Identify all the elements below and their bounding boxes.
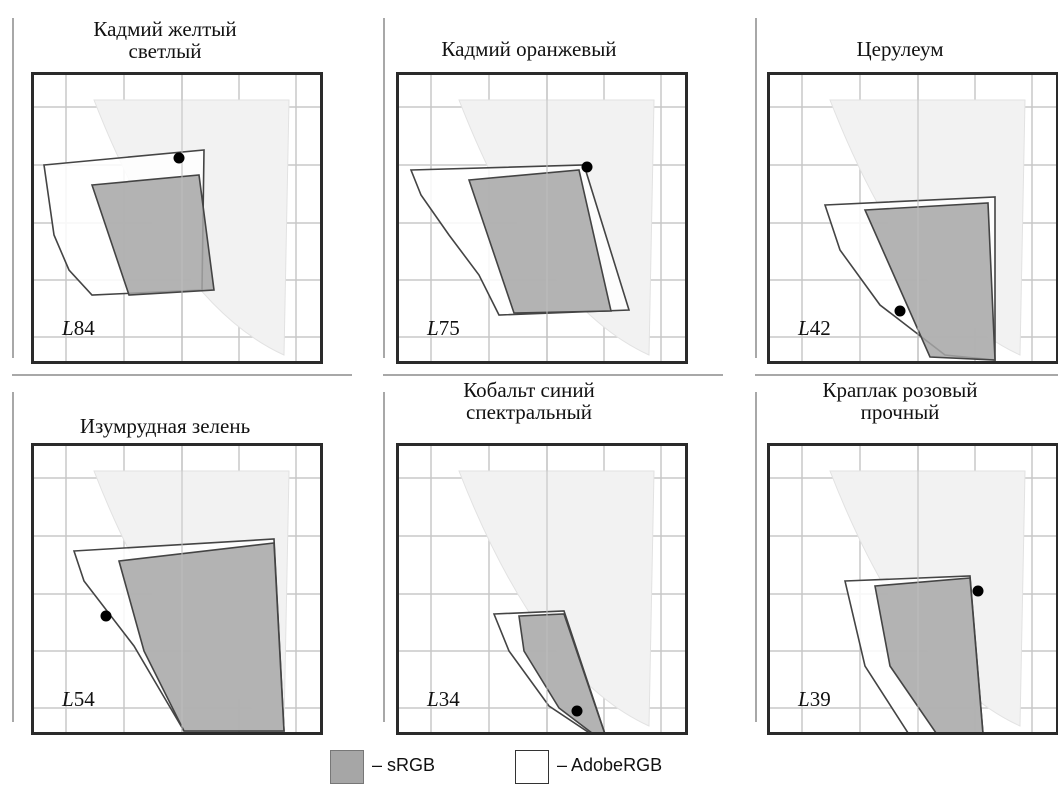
lum-letter: L <box>62 687 74 711</box>
panel-title: Кадмий желтый светлый <box>0 18 330 62</box>
lum-letter: L <box>62 316 74 340</box>
gamut-plot: L54 <box>31 443 323 735</box>
panel-title-line-2: прочный <box>860 400 940 424</box>
lum-letter: L <box>427 316 439 340</box>
gamut-plot: L34 <box>396 443 688 735</box>
panel-title-line-1: Церулеум <box>856 37 944 61</box>
luminance-label: L84 <box>62 317 95 339</box>
panel-cerulean: Церулеум L42 <box>735 0 1058 370</box>
gamut-svg <box>399 446 685 732</box>
divider-vertical <box>383 18 385 358</box>
pigment-point <box>100 610 112 622</box>
panel-title-line-1: Кадмий желтый <box>93 17 237 41</box>
lum-value: 75 <box>438 316 460 340</box>
panel-title: Кадмий оранжевый <box>364 38 694 60</box>
panel-title-line-1: Кадмий оранжевый <box>441 37 617 61</box>
lum-value: 39 <box>809 687 831 711</box>
panel-title: Церулеум <box>735 38 1058 60</box>
lum-value: 34 <box>438 687 460 711</box>
gamut-plot: L84 <box>31 72 323 364</box>
divider-vertical <box>12 392 14 722</box>
srgb-gamut <box>117 542 285 732</box>
pigment-point <box>894 305 906 317</box>
pigment-point <box>571 705 583 717</box>
legend-label-srgb: – sRGB <box>372 755 436 775</box>
panel-title: Краплак розовый прочный <box>735 379 1058 423</box>
panel-title-line-2: светлый <box>128 39 202 63</box>
divider-horizontal <box>383 374 723 376</box>
srgb-gamut <box>863 202 996 361</box>
divider-horizontal <box>12 374 352 376</box>
panel-title-line-1: Изумрудная зелень <box>79 414 251 438</box>
lum-value: 84 <box>73 316 95 340</box>
panel-title: Кобальт синий спектральный <box>364 379 694 423</box>
panel-title-line-2: спектральный <box>466 400 592 424</box>
divider-vertical <box>755 392 757 722</box>
lum-value: 42 <box>809 316 831 340</box>
panel-title-line-1: Краплак розовый <box>822 378 978 402</box>
luminance-label: L34 <box>427 688 460 710</box>
luminance-label: L75 <box>427 317 460 339</box>
divider-vertical <box>755 18 757 358</box>
pigment-point <box>972 585 984 597</box>
panel-madder-lake-pink: Краплак розовый прочный L39 <box>735 375 1058 745</box>
lum-letter: L <box>798 687 810 711</box>
srgb-gamut <box>90 174 215 296</box>
gamut-plot: L42 <box>767 72 1058 364</box>
lum-letter: L <box>798 316 810 340</box>
gamut-svg <box>770 75 1056 361</box>
panel-title-line-1: Кобальт синий <box>463 378 595 402</box>
legend-label-adobergb: – AdobeRGB <box>557 755 663 775</box>
gamut-svg <box>34 75 320 361</box>
gamut-svg <box>34 446 320 732</box>
panel-title: Изумрудная зелень <box>0 415 330 437</box>
luminance-label: L42 <box>798 317 831 339</box>
legend-swatch-adobergb <box>515 750 549 784</box>
luminance-label: L39 <box>798 688 831 710</box>
lum-letter: L <box>427 687 439 711</box>
gamut-plot: L75 <box>396 72 688 364</box>
srgb-gamut <box>874 577 984 732</box>
panel-emerald-green: Изумрудная зелень L54 <box>0 375 330 745</box>
srgb-gamut <box>518 613 606 732</box>
panel-cadmium-yellow-light: Кадмий желтый светлый L84 <box>0 0 330 370</box>
gamut-svg <box>770 446 1056 732</box>
gamut-svg <box>399 75 685 361</box>
srgb-gamut <box>467 169 612 314</box>
luminance-label: L54 <box>62 688 95 710</box>
panel-cadmium-orange: Кадмий оранжевый L75 <box>364 0 694 370</box>
lum-value: 54 <box>73 687 95 711</box>
divider-vertical <box>383 392 385 722</box>
divider-horizontal <box>755 374 1058 376</box>
panel-cobalt-blue-spectral: Кобальт синий спектральный L34 <box>364 375 694 745</box>
divider-vertical <box>12 18 14 358</box>
pigment-point <box>173 152 185 164</box>
legend-swatch-srgb <box>330 750 364 784</box>
gamut-plot: L39 <box>767 443 1058 735</box>
pigment-point <box>581 161 593 173</box>
